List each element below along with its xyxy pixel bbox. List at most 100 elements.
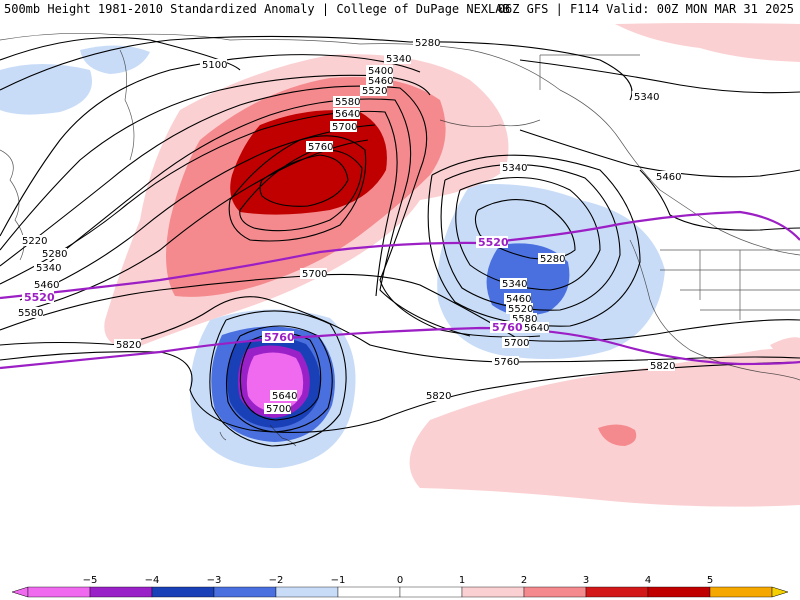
- contour-trough-5400: [440, 163, 621, 311]
- contour-label: 5460: [366, 75, 393, 87]
- svg-text:5700: 5700: [332, 122, 357, 133]
- map-title: 500mb Height 1981-2010 Standardized Anom…: [4, 2, 510, 16]
- contour-label: 5520: [506, 303, 533, 315]
- colorbar-seg-neg4: [89, 586, 153, 598]
- colorbar-tick-label: 2: [521, 575, 527, 586]
- svg-text:5700: 5700: [266, 404, 291, 415]
- svg-text:5280: 5280: [415, 38, 440, 49]
- contour-label: 5340: [632, 91, 659, 103]
- colorbar-seg-neg5: [27, 586, 91, 598]
- contour-label: 5820: [648, 360, 675, 372]
- svg-text:5280: 5280: [42, 249, 67, 260]
- colorbar-seg-neutral-pos: [399, 586, 463, 598]
- colorbar-tick-label: −4: [145, 575, 160, 586]
- contour-label: 5460: [504, 293, 531, 305]
- svg-text:5340: 5340: [386, 54, 411, 65]
- contour-5220: [0, 54, 421, 237]
- svg-text:5520: 5520: [24, 291, 55, 304]
- anomaly-shading: [0, 23, 800, 507]
- svg-text:5640: 5640: [272, 391, 297, 402]
- pos-anomaly-southeast-core: [598, 424, 637, 446]
- pos-anomaly-northeast: [615, 23, 800, 62]
- contour-label: 5700: [300, 268, 327, 280]
- contour-label: 5340: [500, 278, 527, 290]
- contour-5460: [0, 110, 398, 297]
- svg-text:5520: 5520: [362, 86, 387, 97]
- contour-label: 5400: [366, 65, 393, 77]
- contour-label: 5340: [384, 53, 411, 65]
- colorbar-seg-pos5: [709, 586, 773, 598]
- svg-text:5520: 5520: [478, 236, 509, 249]
- contour-label: 5460: [32, 279, 59, 291]
- contour-label: 5520: [360, 85, 387, 97]
- contour-label: 5460: [654, 171, 681, 183]
- svg-text:5640: 5640: [524, 323, 549, 334]
- svg-text:5580: 5580: [335, 97, 360, 108]
- svg-text:5340: 5340: [36, 263, 61, 274]
- contour-label-layer: 5280 5340 5400 5460 5520 5580 5640 5700 …: [16, 37, 681, 415]
- contour-label: 5640: [270, 390, 297, 402]
- contour-5700-main: [0, 273, 800, 342]
- svg-text:5760: 5760: [264, 331, 295, 344]
- colorbar-tick-label: 4: [645, 575, 651, 586]
- svg-text:5460: 5460: [656, 172, 681, 183]
- coastlines: [0, 32, 800, 447]
- svg-text:5640: 5640: [335, 109, 360, 120]
- contour-5340: [0, 85, 541, 338]
- svg-text:5220: 5220: [22, 236, 47, 247]
- svg-text:5700: 5700: [302, 269, 327, 280]
- pos-anomaly-ridge-3: [230, 110, 387, 215]
- contour-label: 5580: [333, 96, 360, 108]
- contour-north-5340: [519, 59, 800, 94]
- contour-label: 5760: [306, 141, 333, 153]
- contour-label: 5100: [200, 59, 227, 71]
- contour-low-5760: [209, 310, 347, 447]
- colorbar-tick-label: 0: [397, 575, 403, 586]
- svg-text:5580: 5580: [18, 308, 43, 319]
- contour-label: 5280: [538, 253, 565, 265]
- contour-label: 5820: [424, 390, 451, 402]
- contour-label: 5340: [34, 262, 61, 274]
- svg-text:5700: 5700: [504, 338, 529, 349]
- model-run-info: 06Z GFS | F114 Valid: 00Z MON MAR 31 202…: [497, 2, 794, 16]
- contour-label: 5640: [333, 108, 360, 120]
- colorbar-seg-neg2: [213, 586, 277, 598]
- marked-contour-5760: [0, 326, 800, 370]
- colorbar: −5 −4 −3 −2 −1 0 1 2 3 4 5: [11, 575, 789, 598]
- colorbar-tick-label: 3: [583, 575, 589, 586]
- svg-text:5760: 5760: [494, 357, 519, 368]
- colorbar-tick-label: −2: [269, 575, 284, 586]
- neg-anomaly-north-pacific: [0, 64, 92, 115]
- svg-text:5100: 5100: [202, 60, 227, 71]
- contour-low-5700: [225, 325, 333, 433]
- colorbar-seg-neg1: [275, 586, 339, 598]
- svg-text:5340: 5340: [634, 92, 659, 103]
- marked-contour-label-layer: 5520 5520 5760 5760: [22, 236, 523, 344]
- contour-5640: [228, 135, 367, 242]
- contour-5700-ridge: [239, 149, 363, 232]
- contour-label: 5820: [114, 339, 141, 351]
- colorbar-seg-pos3: [585, 586, 649, 598]
- svg-text:5280: 5280: [540, 254, 565, 265]
- marked-contour-5520: [0, 210, 800, 300]
- svg-text:5820: 5820: [116, 340, 141, 351]
- contour-label: 5340: [500, 162, 527, 174]
- colorbar-seg-pos2: [523, 586, 587, 598]
- contour-label: 5700: [502, 337, 529, 349]
- marked-contour-label: 5520: [476, 236, 509, 249]
- contour-label: 5760: [492, 356, 519, 368]
- svg-text:5820: 5820: [426, 391, 451, 402]
- contour-label: 5700: [330, 121, 357, 133]
- colorbar-seg-neg3: [151, 586, 215, 598]
- pos-anomaly-east-small: [770, 337, 800, 366]
- svg-text:5520: 5520: [508, 304, 533, 315]
- colorbar-seg-pos4: [647, 586, 711, 598]
- contour-label: 5580: [510, 313, 537, 325]
- svg-text:5460: 5460: [34, 280, 59, 291]
- contour-east-5460: [639, 169, 800, 231]
- colorbar-tick-label: −5: [83, 575, 98, 586]
- contour-5280-north: [0, 35, 633, 101]
- contour-label: 5280: [413, 37, 440, 49]
- contour-5400: [39, 98, 471, 337]
